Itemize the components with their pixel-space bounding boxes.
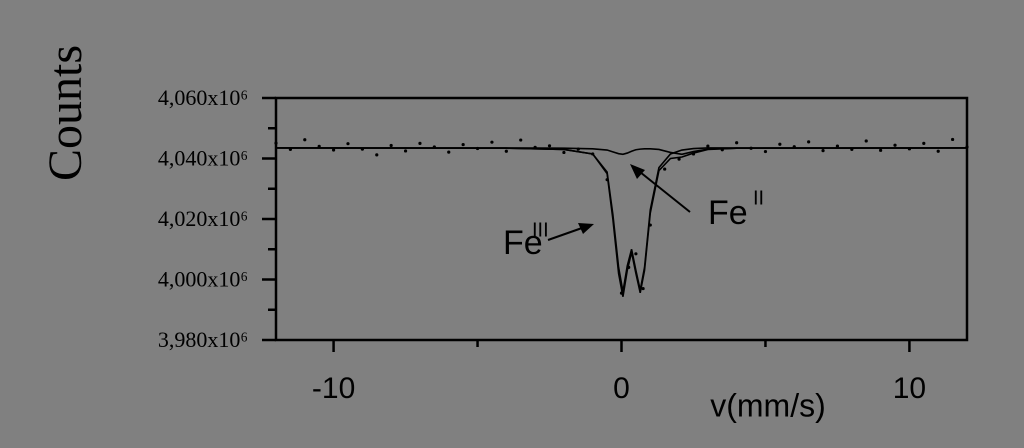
data-point	[879, 148, 883, 152]
y-tick-label: 3,980x10⁶	[158, 327, 248, 352]
annotation: Fe	[708, 194, 748, 232]
data-point	[331, 148, 336, 152]
data-point	[893, 143, 897, 147]
data-point	[346, 142, 350, 146]
data-point	[677, 157, 681, 161]
data-point	[519, 138, 523, 142]
data-point	[835, 144, 840, 148]
data-point	[706, 144, 710, 148]
y-tick-label: 4,020x10⁶	[158, 206, 248, 231]
data-point	[375, 153, 379, 157]
y-tick-label: 4,040x10⁶	[158, 146, 248, 171]
data-point	[641, 286, 645, 291]
plot-frame	[274, 96, 969, 342]
annotation-sup: II	[753, 187, 764, 209]
data-point	[562, 150, 566, 155]
data-point	[634, 252, 638, 256]
data-point	[735, 141, 739, 145]
data-point	[951, 137, 955, 142]
data-point	[403, 149, 408, 153]
data-point	[547, 144, 552, 148]
data-point	[461, 142, 465, 147]
arrow-head	[630, 164, 645, 179]
data-point	[864, 139, 868, 143]
fit-line	[275, 147, 967, 292]
data-point	[778, 142, 782, 146]
data-point	[936, 149, 940, 153]
data-point	[389, 143, 393, 148]
data-point	[490, 140, 494, 144]
y-axis-title: Counts	[39, 45, 92, 181]
annotation-sup: III	[532, 219, 549, 241]
data-point	[447, 150, 451, 154]
x-axis-title: v(mm/s)	[710, 387, 826, 423]
x-tick-label: 0	[613, 372, 630, 405]
data-point	[418, 141, 422, 145]
y-tick-label: 4,000x10⁶	[158, 267, 248, 292]
arrow-head	[578, 223, 594, 234]
data-point	[922, 141, 926, 145]
y-tick-label: 4,060x10⁶	[158, 85, 248, 110]
data-point	[763, 149, 768, 154]
data-point	[303, 138, 307, 142]
arrow	[547, 227, 583, 241]
fit-line	[276, 147, 968, 156]
x-tick-label: 10	[893, 372, 926, 405]
arrow	[639, 171, 691, 213]
data-point	[807, 140, 811, 144]
x-tick-label: -10	[312, 372, 355, 405]
data-point	[504, 149, 508, 153]
data-point	[821, 149, 825, 153]
data-point	[663, 167, 667, 171]
annotation: Fe	[503, 224, 543, 262]
